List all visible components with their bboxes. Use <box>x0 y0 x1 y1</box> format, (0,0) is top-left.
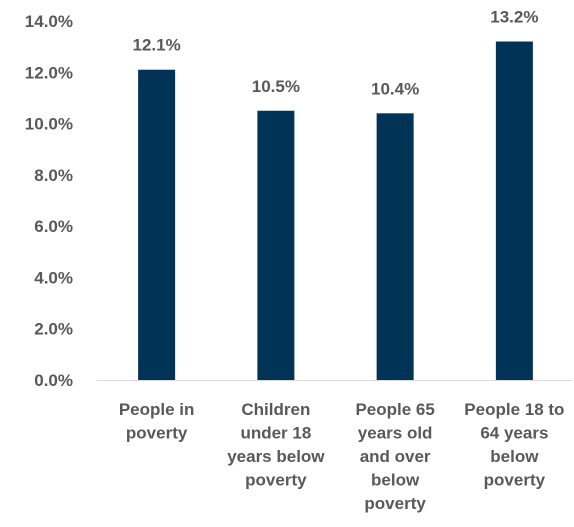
x-tick-label-line: poverty <box>126 424 188 443</box>
y-tick-label: 8.0% <box>34 166 73 185</box>
y-tick-label: 12.0% <box>25 63 73 82</box>
y-tick-label: 14.0% <box>25 12 73 31</box>
bar <box>495 41 533 381</box>
x-tick-label-line: below <box>490 447 539 466</box>
y-tick-label: 4.0% <box>34 268 73 287</box>
x-tick-label-line: poverty <box>245 471 307 490</box>
x-tick-label-line: and over <box>360 447 431 466</box>
x-tick-label: People in poverty <box>119 400 195 443</box>
y-tick-label: 10.0% <box>25 115 73 134</box>
x-tick-label-line: years old <box>358 424 433 443</box>
x-tick-label: People 18 to 64 years below poverty <box>464 400 564 490</box>
bar <box>257 110 295 380</box>
x-tick-label-line: years below <box>227 447 325 466</box>
data-label: 13.2% <box>490 8 538 27</box>
data-label: 10.4% <box>371 79 419 98</box>
y-tick-label: 0.0% <box>34 371 73 390</box>
x-tick-label-line: 64 years <box>480 424 548 443</box>
data-label: 12.1% <box>133 36 181 55</box>
y-tick-label: 6.0% <box>34 217 73 236</box>
x-tick-label: Children under 18 years below poverty <box>227 400 325 490</box>
x-tick-label-line: People 65 <box>355 400 434 419</box>
bar <box>138 69 176 380</box>
y-axis: 0.0% 2.0% 4.0% 6.0% 8.0% 10.0% 12.0% 14.0% <box>25 12 73 390</box>
x-axis: People in poverty Children under 18 years be… <box>97 380 572 513</box>
bar <box>376 113 414 381</box>
bars <box>138 41 533 381</box>
x-tick-label-line: Children <box>241 400 310 419</box>
x-tick-label: People 65 years old and over below poverty <box>355 400 434 513</box>
x-tick-label-line: below <box>371 471 420 490</box>
value-labels: 12.1% 10.5% 10.4% 13.2% <box>133 8 539 99</box>
x-tick-label-line: poverty <box>364 494 426 513</box>
y-tick-label: 2.0% <box>34 320 73 339</box>
x-tick-label-line: People in <box>119 400 195 419</box>
x-tick-label-line: under 18 <box>240 424 311 443</box>
x-tick-label-line: poverty <box>484 471 546 490</box>
x-tick-label-line: People 18 to <box>464 400 564 419</box>
data-label: 10.5% <box>252 77 300 96</box>
